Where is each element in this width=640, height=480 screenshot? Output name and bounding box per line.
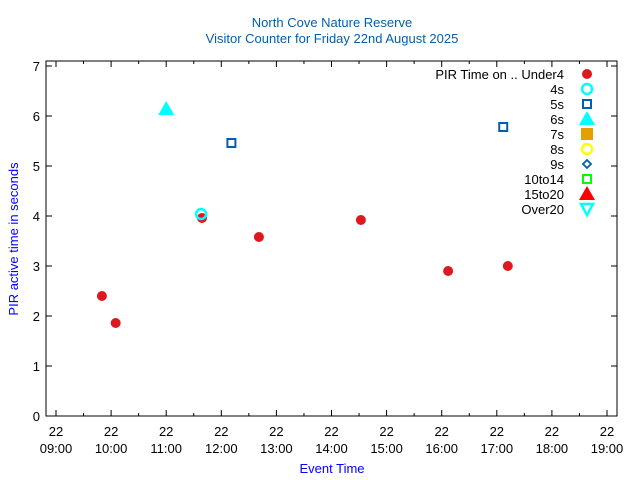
y-tick-label: 4 [33,209,40,224]
y-tick-label: 5 [33,159,40,174]
x-tick-label-time: 13:00 [260,441,293,456]
legend-marker-triangle-filled [579,186,595,200]
x-tick-label-day: 22 [269,424,283,439]
data-point-series-0 [502,261,513,271]
data-point-series-0 [355,215,366,225]
legend-marker-triangle-filled [579,111,595,125]
legend-label: 9s [550,157,564,172]
legend-label: 6s [550,112,564,127]
legend-label: 8s [550,142,564,157]
axes: 0 1 2 3 4 5 6 7 22 09:00 22 10:00 22 11:00 22 12:00 22 13… [33,59,624,456]
y-tick-label: 3 [33,259,40,274]
x-tick-label-day: 22 [49,424,63,439]
data-point-series-0 [443,266,454,276]
y-tick-label: 6 [33,109,40,124]
x-tick-label-time: 12:00 [205,441,238,456]
y-tick-label: 7 [33,59,40,74]
x-tick-label-time: 19:00 [591,441,624,456]
data-point-series-0 [96,291,107,301]
y-tick-label: 0 [33,409,40,424]
legend-marker-circle-open [580,142,594,156]
x-tick-label-time: 09:00 [40,441,73,456]
y-tick-label: 2 [33,309,40,324]
legend-label: 10to14 [524,172,564,187]
x-tick-label-day: 22 [214,424,228,439]
x-tick-label-day: 22 [490,424,504,439]
data-point-series-3 [158,101,175,115]
x-tick-label-time: 14:00 [315,441,348,456]
legend-label: 4s [550,82,564,97]
legend: PIR Time on .. Under44s5s6s7s8s9s10to141… [435,67,596,218]
legend-label: Over20 [521,202,564,217]
x-tick-label-day: 22 [434,424,448,439]
legend-marker-circle-filled [582,69,592,79]
x-tick-label-time: 17:00 [481,441,514,456]
x-axis-label: Event Time [299,461,364,476]
legend-marker-triangle-down-open [578,202,596,218]
plot-frame [45,60,618,417]
y-axis-label: PIR active time in seconds [6,162,21,316]
chart-title-line-1: North Cove Nature Reserve [252,15,412,30]
legend-marker-square-filled [581,128,593,140]
data-marks [96,101,513,328]
x-tick-label-day: 22 [324,424,338,439]
legend-marker-circle-open [580,82,594,96]
data-point-series-2 [498,122,509,132]
data-point-series-1 [194,207,208,221]
legend-marker-diamond-open [581,158,593,170]
x-tick-label-day: 22 [379,424,393,439]
legend-label: 7s [550,127,564,142]
x-tick-label-day: 22 [104,424,118,439]
data-point-series-2 [226,138,237,148]
legend-label: 15to20 [524,187,564,202]
legend-label: 5s [550,97,564,112]
x-tick-label-time: 11:00 [150,441,182,456]
legend-marker-square-open [582,99,592,109]
x-tick-label-time: 16:00 [425,441,458,456]
data-point-series-0 [253,232,264,242]
x-tick-label-time: 10:00 [95,441,128,456]
x-tick-label-day: 22 [159,424,173,439]
x-tick-label-day: 22 [600,424,614,439]
y-tick-label: 1 [33,359,40,374]
x-tick-label-time: 18:00 [536,441,569,456]
legend-label: PIR Time on .. Under4 [435,67,564,82]
data-point-series-0 [110,318,121,328]
legend-marker-square-open [582,174,592,184]
chart-title-line-2: Visitor Counter for Friday 22nd August 2… [206,31,459,46]
x-tick-label-day: 22 [545,424,559,439]
x-tick-label-time: 15:00 [370,441,403,456]
